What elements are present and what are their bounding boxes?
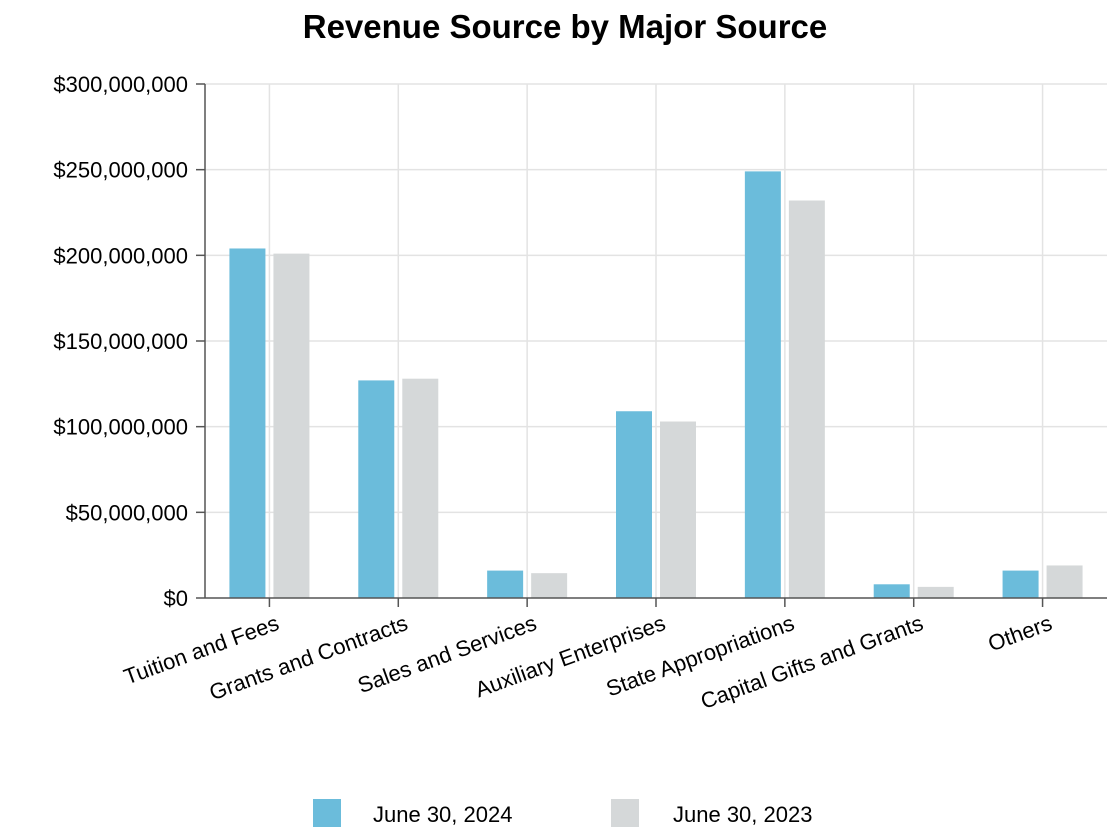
bar-series-1 — [358, 380, 395, 598]
bar-series-1 — [1002, 570, 1039, 598]
legend-label: June 30, 2024 — [373, 802, 512, 827]
legend: June 30, 2024 June 30, 2023 — [313, 799, 812, 827]
bar-series-2 — [788, 200, 825, 599]
bar-series-2 — [1046, 565, 1083, 598]
x-category-label: Others — [985, 610, 1056, 656]
y-axis-tick-labels: $0 $50,000,000 $100,000,000 $150,000,000 $20… — [53, 72, 188, 611]
y-tick-label: $0 — [164, 586, 188, 611]
y-tick-label: $50,000,000 — [66, 500, 188, 525]
legend-label: June 30, 2023 — [673, 802, 812, 827]
bar-series-1 — [744, 171, 781, 598]
y-tick-label: $200,000,000 — [53, 243, 188, 268]
x-category-label: Capital Gifts and Grants — [697, 610, 926, 714]
bar-series-2 — [660, 421, 696, 598]
bar-series-2 — [402, 378, 439, 598]
bar-series-1 — [616, 411, 652, 598]
y-tick-label: $150,000,000 — [53, 329, 188, 354]
bars — [229, 171, 1083, 599]
bar-series-1 — [873, 584, 910, 598]
y-tick-label: $250,000,000 — [53, 158, 188, 183]
y-tick-label: $100,000,000 — [53, 415, 188, 440]
chart-title: Revenue Source by Major Source — [303, 8, 828, 45]
bar-series-2 — [273, 253, 310, 598]
axes — [196, 83, 1107, 607]
legend-swatch — [313, 799, 341, 827]
y-tick-label: $300,000,000 — [53, 72, 188, 97]
grid-lines — [205, 83, 1107, 598]
bar-series-2 — [531, 573, 568, 598]
bar-series-1 — [229, 248, 266, 599]
bar-series-1 — [487, 570, 524, 598]
bar-series-2 — [917, 586, 954, 598]
legend-swatch — [611, 799, 639, 827]
